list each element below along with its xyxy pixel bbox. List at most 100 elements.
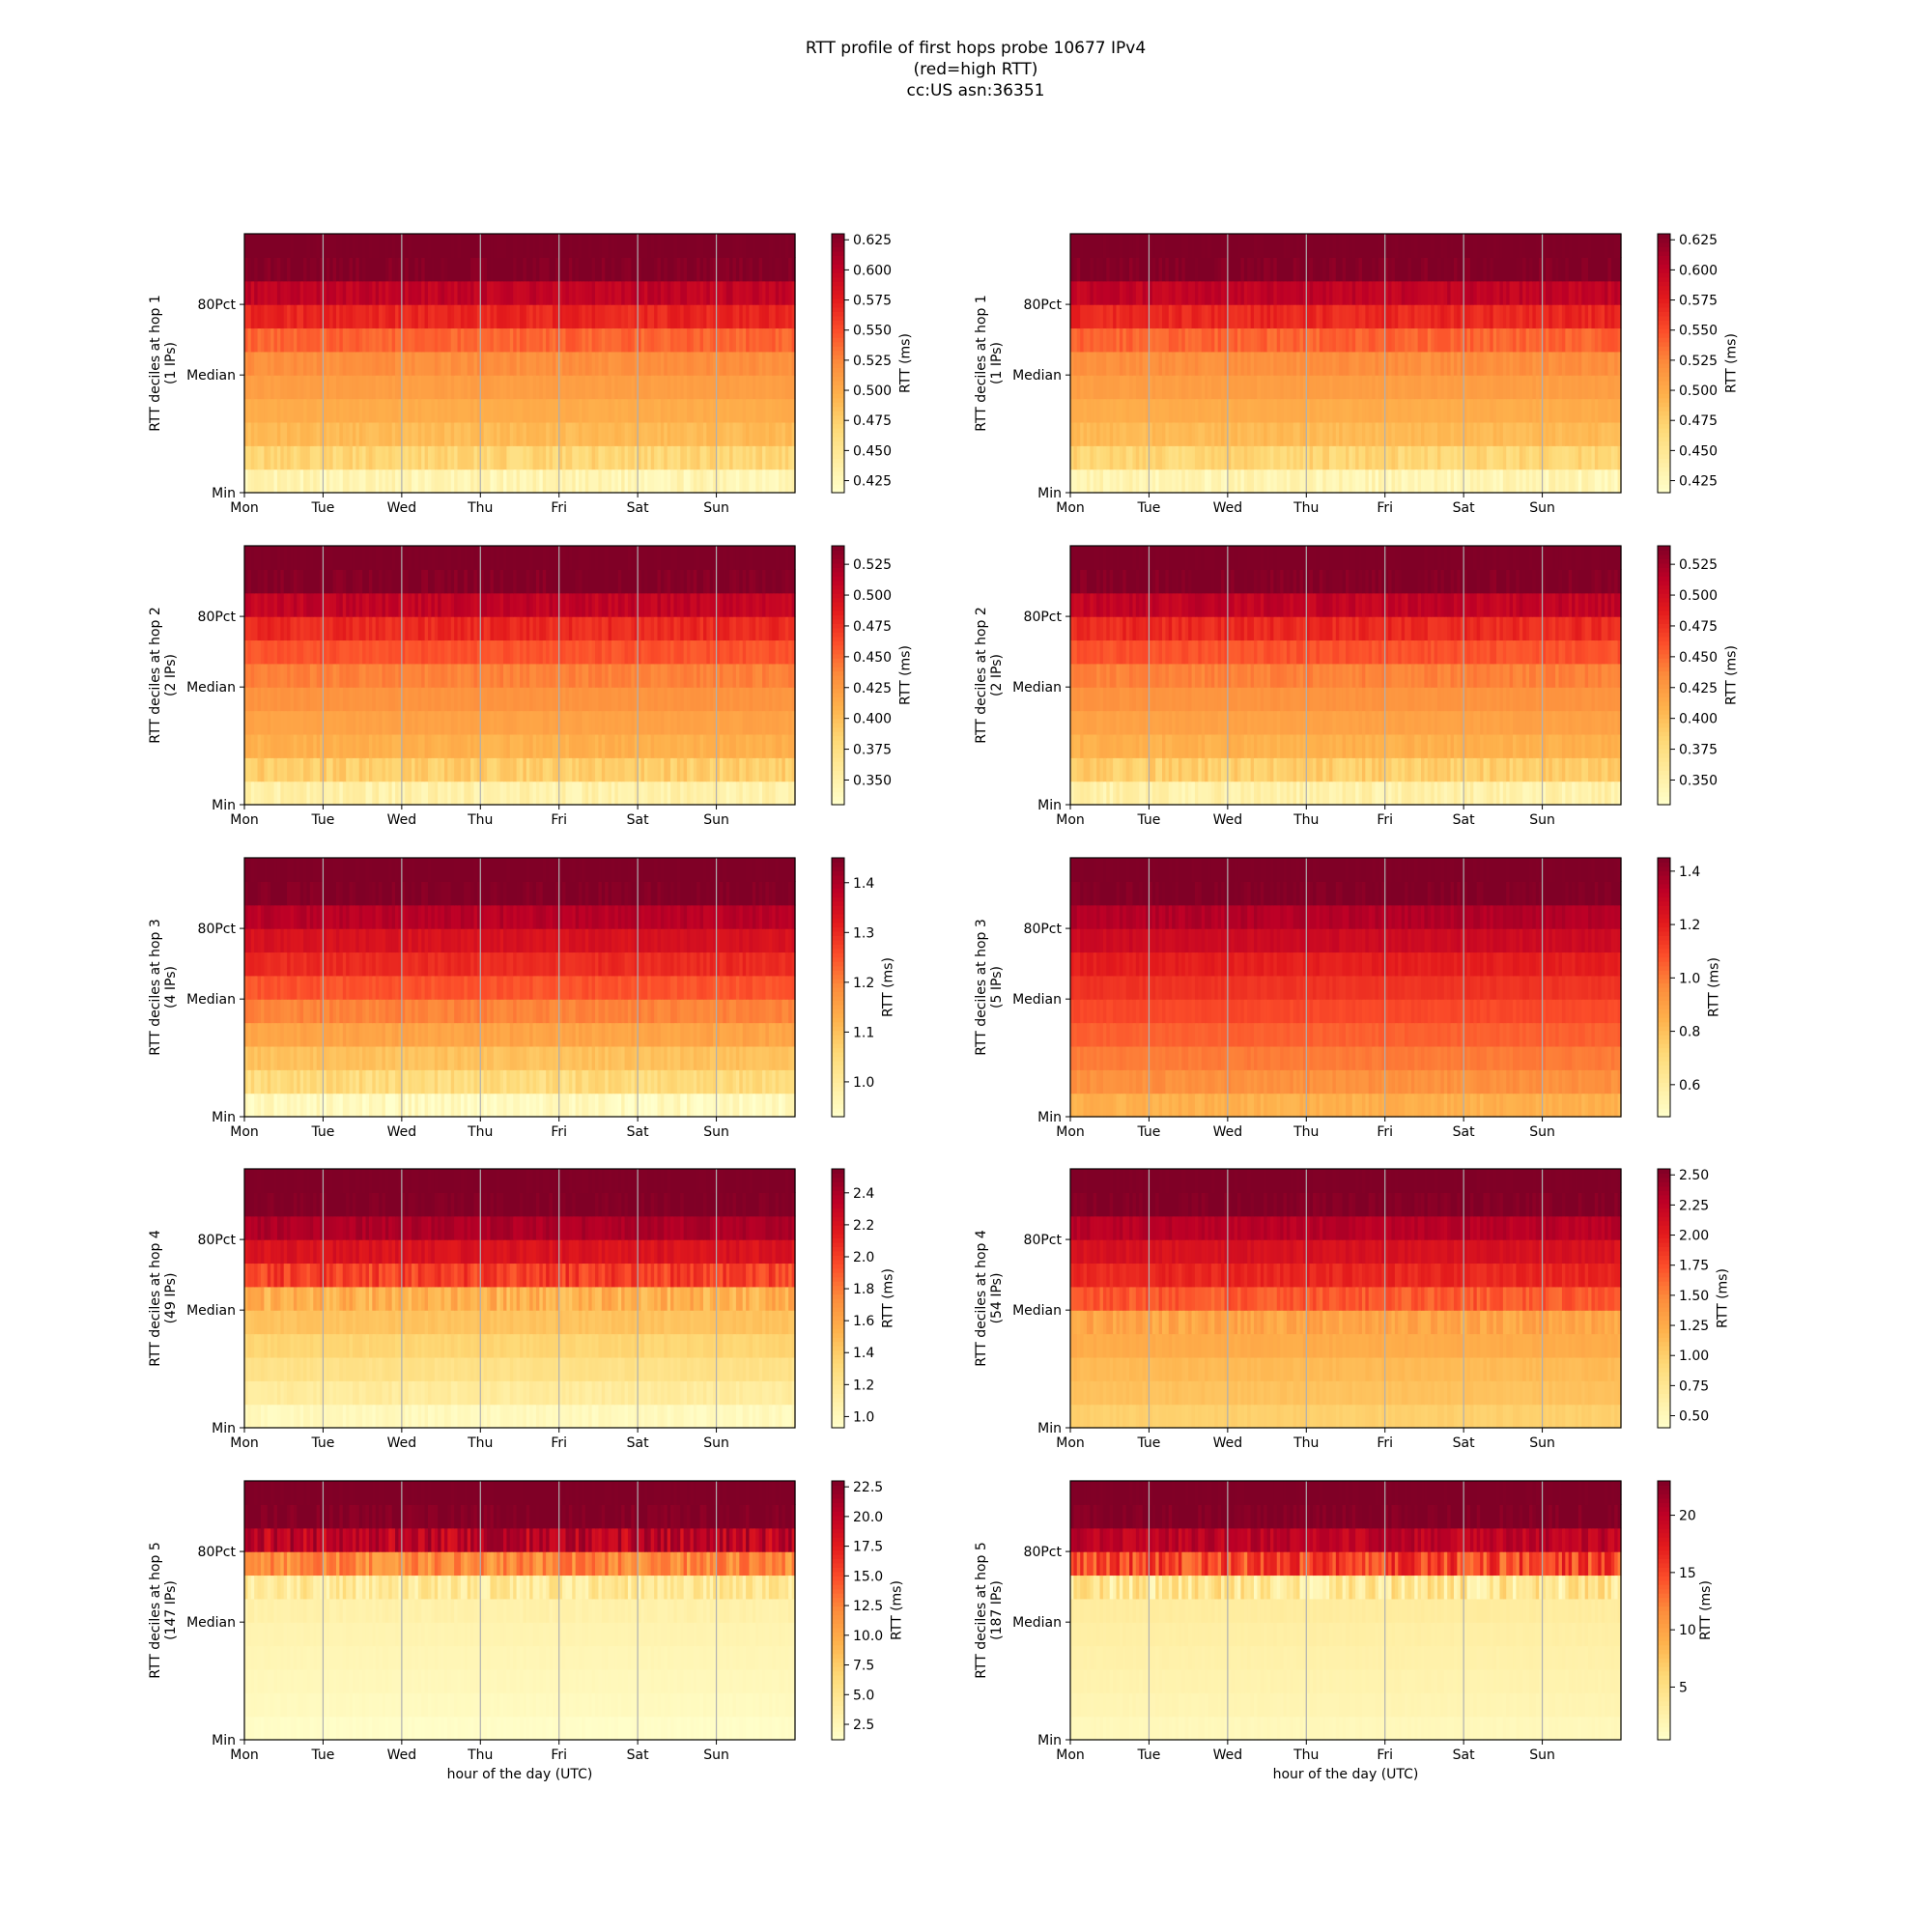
heatmap-cell — [294, 234, 298, 258]
colorbar-segment — [832, 264, 844, 269]
heatmap-cell — [1110, 399, 1114, 423]
heatmap-cell — [1477, 399, 1481, 423]
heatmap-cell — [788, 234, 792, 258]
heatmap-cell — [284, 257, 288, 281]
heatmap-cell — [270, 257, 274, 281]
heatmap-cell — [444, 234, 448, 258]
heatmap-cell — [490, 445, 494, 469]
colorbar-segment — [832, 351, 844, 355]
heatmap-cell — [1602, 469, 1605, 494]
heatmap-cell — [776, 327, 780, 352]
heatmap-cell — [753, 352, 756, 376]
heatmap-cell — [1202, 399, 1206, 423]
heatmap-cell — [661, 469, 665, 494]
heatmap-cell — [329, 352, 333, 376]
heatmap-cell — [317, 375, 321, 399]
heatmap-cell — [1326, 399, 1330, 423]
heatmap-cell — [569, 327, 573, 352]
colorbar-segment — [832, 471, 844, 476]
heatmap-cell — [651, 304, 655, 328]
heatmap-cell — [490, 375, 494, 399]
heatmap-cell — [261, 281, 265, 305]
heatmap-cell — [261, 445, 265, 469]
x-tick-label: Mon — [230, 500, 259, 516]
heatmap-cell — [523, 304, 526, 328]
heatmap-cell — [385, 375, 389, 399]
heatmap-cell — [753, 234, 756, 258]
heatmap-cell — [454, 234, 458, 258]
colorbar-segment — [832, 363, 844, 368]
heatmap-cell — [376, 375, 380, 399]
heatmap-cell — [1096, 399, 1100, 423]
heatmap-cell — [376, 281, 380, 305]
heatmap-cell — [284, 304, 288, 328]
colorbar-segment — [832, 316, 844, 321]
heatmap-cell — [765, 257, 769, 281]
heatmap-cell — [1602, 445, 1605, 469]
heatmap-cell — [1316, 399, 1320, 423]
heatmap-cell — [1395, 399, 1399, 423]
heatmap-cells — [244, 234, 796, 494]
heatmap-cell — [592, 399, 596, 423]
heatmap-cell — [306, 422, 310, 446]
heatmap-cell — [776, 469, 780, 494]
heatmap-cell — [1143, 469, 1147, 494]
colorbar-segment — [832, 415, 844, 420]
heatmap-cell — [546, 234, 550, 258]
heatmap-cell — [592, 257, 596, 281]
colorbar-tick-label: 0.550 — [853, 324, 892, 339]
colorbar-segment — [832, 437, 844, 441]
colorbar-segment — [832, 480, 844, 485]
heatmap-cell — [546, 352, 550, 376]
heatmap-cell — [1407, 422, 1411, 446]
heatmap-cell — [490, 257, 494, 281]
heatmap-cell — [661, 304, 665, 328]
heatmap-cell — [1188, 422, 1192, 446]
heatmap-cell — [261, 234, 265, 258]
heatmap-cell — [1179, 422, 1182, 446]
heatmap-cell — [582, 234, 585, 258]
figure-title-line: cc:US asn:36351 — [907, 81, 1045, 100]
heatmap-cell — [743, 327, 747, 352]
heatmap-cell — [1073, 469, 1077, 494]
heatmap-cell — [385, 399, 389, 423]
heatmap-cell — [1546, 399, 1549, 423]
heatmap-cell — [592, 445, 596, 469]
heatmap-cell — [673, 375, 677, 399]
heatmap-cell — [294, 304, 298, 328]
colorbar-segment — [832, 269, 844, 273]
colorbar-segment — [832, 307, 844, 312]
heatmap-cell — [582, 445, 585, 469]
heatmap-cell — [523, 445, 526, 469]
heatmap-cell — [753, 257, 756, 281]
heatmap-cell — [1395, 469, 1399, 494]
heatmap-cell — [582, 257, 585, 281]
heatmap-cell — [468, 422, 471, 446]
heatmap-cell — [1280, 469, 1284, 494]
heatmap-cell — [1120, 422, 1123, 446]
heatmap-cell — [431, 445, 435, 469]
heatmap-cell — [353, 352, 356, 376]
heatmap-cell — [294, 399, 298, 423]
heatmap-cell — [706, 399, 710, 423]
heatmap-cell — [582, 304, 585, 328]
heatmap-cell — [1362, 445, 1366, 469]
heatmap-cell — [523, 375, 526, 399]
heatmap-cell — [1316, 422, 1320, 446]
heatmap-cell — [353, 375, 356, 399]
colorbar-segment — [832, 238, 844, 242]
heatmap-cell — [454, 375, 458, 399]
colorbar-segment — [832, 445, 844, 450]
heatmap-cell — [592, 327, 596, 352]
heatmap-cell — [1293, 399, 1297, 423]
heatmap-cell — [788, 304, 792, 328]
heatmap-cell — [513, 375, 517, 399]
heatmap-cell — [569, 352, 573, 376]
heatmap-cell — [284, 327, 288, 352]
heatmap-cell — [661, 234, 665, 258]
heatmap-cell — [362, 399, 366, 423]
heatmap-cell — [651, 469, 655, 494]
heatmap-cell — [684, 399, 688, 423]
heatmap-cell — [776, 304, 780, 328]
heatmap-cell — [376, 234, 380, 258]
